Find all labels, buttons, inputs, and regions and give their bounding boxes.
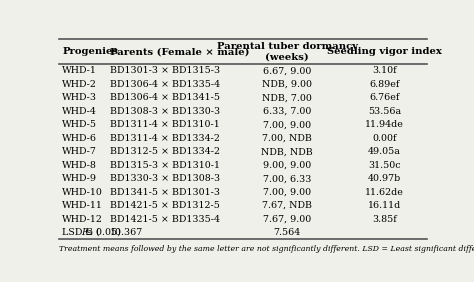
Text: 7.67, NDB: 7.67, NDB [262,201,312,210]
Text: BD1301-3 × BD1315-3: BD1301-3 × BD1315-3 [110,67,220,76]
Text: WHD-5: WHD-5 [62,120,97,129]
Text: 7.00, 9.00: 7.00, 9.00 [263,120,311,129]
Text: 11.94de: 11.94de [365,120,404,129]
Text: BD1311-4 × BD1334-2: BD1311-4 × BD1334-2 [110,134,220,143]
Text: Treatment means followed by the same letter are not significantly different. LSD: Treatment means followed by the same let… [59,245,474,253]
Text: 53.56a: 53.56a [368,107,401,116]
Text: Seedling vigor index: Seedling vigor index [327,47,442,56]
Text: BD1306-4 × BD1335-4: BD1306-4 × BD1335-4 [110,80,220,89]
Text: NDB, 7.00: NDB, 7.00 [262,93,312,102]
Text: 31.50c: 31.50c [368,161,401,170]
Text: P: P [82,228,88,237]
Text: 3.85f: 3.85f [372,215,397,224]
Text: 3.10f: 3.10f [372,67,397,76]
Text: LSD G (: LSD G ( [62,228,100,237]
Text: WHD-6: WHD-6 [62,134,97,143]
Text: WHD-4: WHD-4 [62,107,97,116]
Text: 49.05a: 49.05a [368,147,401,156]
Text: WHD-2: WHD-2 [62,80,97,89]
Text: 6.89ef: 6.89ef [369,80,400,89]
Text: NDB, NDB: NDB, NDB [261,147,313,156]
Text: 6.67, 9.00: 6.67, 9.00 [263,67,311,76]
Text: WHD-7: WHD-7 [62,147,97,156]
Text: 7.00, NDB: 7.00, NDB [262,134,312,143]
Text: BD1330-3 × BD1308-3: BD1330-3 × BD1308-3 [110,174,220,183]
Text: 16.11d: 16.11d [368,201,401,210]
Text: 40.97b: 40.97b [368,174,401,183]
Text: 9.00, 9.00: 9.00, 9.00 [263,161,311,170]
Text: 7.00, 6.33: 7.00, 6.33 [263,174,311,183]
Text: Parents (Female × male): Parents (Female × male) [110,47,249,56]
Text: 6.33, 7.00: 6.33, 7.00 [263,107,311,116]
Text: 0.00f: 0.00f [372,134,397,143]
Text: BD1421-5 × BD1335-4: BD1421-5 × BD1335-4 [110,215,220,224]
Text: BD1421-5 × BD1312-5: BD1421-5 × BD1312-5 [110,201,220,210]
Text: NDB, 9.00: NDB, 9.00 [262,80,312,89]
Text: 6.76ef: 6.76ef [369,93,400,102]
Text: BD1306-4 × BD1341-5: BD1306-4 × BD1341-5 [110,93,220,102]
Text: 7.00, 9.00: 7.00, 9.00 [263,188,311,197]
Text: BD1308-3 × BD1330-3: BD1308-3 × BD1330-3 [110,107,220,116]
Text: BD1312-5 × BD1334-2: BD1312-5 × BD1334-2 [110,147,220,156]
Text: Parental tuber dormancy
(weeks): Parental tuber dormancy (weeks) [217,42,357,62]
Text: BD1311-4 × BD1310-1: BD1311-4 × BD1310-1 [110,120,219,129]
Text: 11.62de: 11.62de [365,188,404,197]
Text: WHD-10: WHD-10 [62,188,103,197]
Text: Progenies: Progenies [62,47,118,56]
Text: WHD-12: WHD-12 [62,215,103,224]
Text: 10.367: 10.367 [110,228,143,237]
Text: 7.564: 7.564 [273,228,301,237]
Text: BD1341-5 × BD1301-3: BD1341-5 × BD1301-3 [110,188,220,197]
Text: WHD-1: WHD-1 [62,67,97,76]
Text: BD1315-3 × BD1310-1: BD1315-3 × BD1310-1 [110,161,220,170]
Text: 7.67, 9.00: 7.67, 9.00 [263,215,311,224]
Text: WHD-11: WHD-11 [62,201,103,210]
Text: WHD-8: WHD-8 [62,161,97,170]
Text: WHD-9: WHD-9 [62,174,97,183]
Text: ≤ 0.05): ≤ 0.05) [85,228,121,237]
Text: WHD-3: WHD-3 [62,93,97,102]
